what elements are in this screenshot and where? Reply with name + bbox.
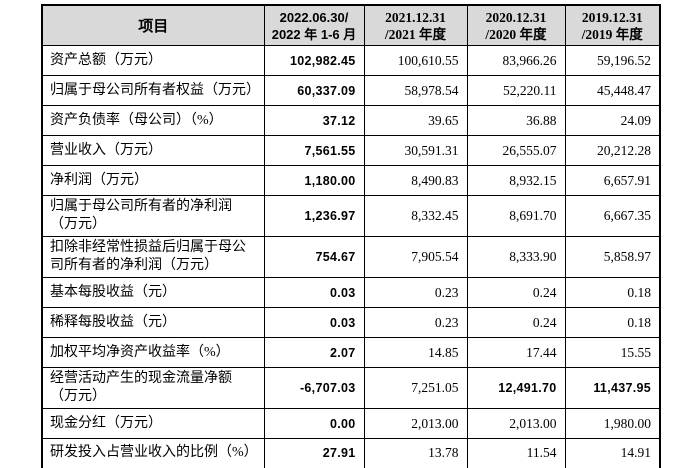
table-row: 稀释每股收益（元） 0.03 0.23 0.24 0.18 — [41, 307, 661, 338]
cell-2022: 7,561.55 — [263, 135, 365, 166]
cell-2021: 8,490.83 — [363, 165, 468, 196]
cell-2022: 1,236.97 — [263, 195, 365, 237]
row-label: 净利润（万元） — [41, 165, 265, 196]
table-body: 资产总额（万元） 102,982.45 100,610.55 83,966.26 59,… — [41, 45, 661, 468]
row-label: 归属于母公司所有者权益（万元） — [41, 75, 265, 106]
row-label: 营业收入（万元） — [41, 135, 265, 166]
header-period-2022-line2: 2022 年 1-6 月 — [271, 26, 357, 42]
row-label: 归属于母公司所有者的净利润（万元） — [41, 195, 265, 237]
cell-2020: 0.24 — [466, 277, 566, 308]
cell-2019: 14.91 — [564, 438, 661, 468]
cell-2020: 83,966.26 — [466, 45, 566, 76]
row-label: 扣除非经常性损益后归属于母公司所有者的净利润（万元） — [41, 236, 265, 278]
cell-2021: 0.23 — [363, 277, 468, 308]
cell-2020: 12,491.70 — [466, 367, 566, 409]
table-row: 扣除非经常性损益后归属于母公司所有者的净利润（万元） 754.67 7,905.54… — [41, 236, 661, 278]
row-label: 加权平均净资产收益率（%） — [41, 337, 265, 368]
cell-2021: 7,905.54 — [363, 236, 468, 278]
header-period-2019-line2: /2019 年度 — [581, 26, 643, 42]
cell-2019: 15.55 — [564, 337, 661, 368]
header-period-2021-line2: /2021 年度 — [384, 26, 447, 42]
table-row: 资产总额（万元） 102,982.45 100,610.55 83,966.26 59,… — [41, 45, 661, 76]
cell-2021: 100,610.55 — [363, 45, 468, 76]
cell-2022: -6,707.03 — [263, 367, 365, 409]
table-header: 项目 2022.06.30/ 2022 年 1-6 月 2021.12.31 /… — [41, 4, 661, 46]
cell-2020: 0.24 — [466, 307, 566, 338]
cell-2022: 37.12 — [263, 105, 365, 136]
cell-2019: 0.18 — [564, 277, 661, 308]
cell-2020: 8,932.15 — [466, 165, 566, 196]
header-row: 项目 2022.06.30/ 2022 年 1-6 月 2021.12.31 /… — [41, 4, 661, 46]
table-row: 经营活动产生的现金流量净额（万元） -6,707.03 7,251.05 12,491… — [41, 367, 661, 409]
table-row: 研发投入占营业收入的比例（%） 27.91 13.78 11.54 14.91 — [41, 438, 661, 468]
cell-2019: 6,667.35 — [564, 195, 661, 237]
cell-2020: 2,013.00 — [466, 408, 566, 439]
cell-2019: 59,196.52 — [564, 45, 661, 76]
financial-summary-table: 项目 2022.06.30/ 2022 年 1-6 月 2021.12.31 /… — [41, 4, 661, 468]
table-row: 现金分红（万元） 0.00 2,013.00 2,013.00 1,980.00 — [41, 408, 661, 439]
header-item: 项目 — [41, 4, 265, 46]
row-label: 稀释每股收益（元） — [41, 307, 265, 338]
cell-2020: 11.54 — [466, 438, 566, 468]
cell-2021: 0.23 — [363, 307, 468, 338]
cell-2022: 60,337.09 — [263, 75, 365, 106]
row-label: 现金分红（万元） — [41, 408, 265, 439]
cell-2021: 8,332.45 — [363, 195, 468, 237]
cell-2022: 1,180.00 — [263, 165, 365, 196]
cell-2019: 6,657.91 — [564, 165, 661, 196]
cell-2021: 2,013.00 — [363, 408, 468, 439]
header-period-2019-line1: 2019.12.31 — [581, 9, 643, 25]
cell-2021: 13.78 — [363, 438, 468, 468]
row-label: 经营活动产生的现金流量净额（万元） — [41, 367, 265, 409]
cell-2020: 26,555.07 — [466, 135, 566, 166]
cell-2019: 0.18 — [564, 307, 661, 338]
cell-2022: 27.91 — [263, 438, 365, 468]
header-period-2021: 2021.12.31 /2021 年度 — [363, 4, 468, 46]
table-row: 归属于母公司所有者的净利润（万元） 1,236.97 8,332.45 8,691.7… — [41, 195, 661, 237]
cell-2020: 8,333.90 — [466, 236, 566, 278]
cell-2020: 52,220.11 — [466, 75, 566, 106]
cell-2020: 17.44 — [466, 337, 566, 368]
cell-2019: 11,437.95 — [564, 367, 661, 409]
cell-2019: 1,980.00 — [564, 408, 661, 439]
row-label: 研发投入占营业收入的比例（%） — [41, 438, 265, 468]
cell-2021: 58,978.54 — [363, 75, 468, 106]
table-row: 营业收入（万元） 7,561.55 30,591.31 26,555.07 20,212… — [41, 135, 661, 166]
table-row: 加权平均净资产收益率（%） 2.07 14.85 17.44 15.55 — [41, 337, 661, 368]
cell-2022: 0.03 — [263, 277, 365, 308]
header-period-2021-line1: 2021.12.31 — [385, 9, 446, 25]
header-period-2019: 2019.12.31 /2019 年度 — [564, 4, 661, 46]
cell-2021: 14.85 — [363, 337, 468, 368]
cell-2022: 754.67 — [263, 236, 365, 278]
cell-2022: 0.03 — [263, 307, 365, 338]
table-row: 净利润（万元） 1,180.00 8,490.83 8,932.15 6,657.91 — [41, 165, 661, 196]
table-row: 资产负债率（母公司）（%） 37.12 39.65 36.88 24.09 — [41, 105, 661, 136]
row-label: 资产负债率（母公司）（%） — [41, 105, 265, 136]
table-row: 基本每股收益（元） 0.03 0.23 0.24 0.18 — [41, 277, 661, 308]
cell-2021: 39.65 — [363, 105, 468, 136]
header-period-2020: 2020.12.31 /2020 年度 — [466, 4, 566, 46]
header-period-2022-line1: 2022.06.30/ — [279, 9, 349, 25]
table-row: 归属于母公司所有者权益（万元） 60,337.09 58,978.54 52,220.… — [41, 75, 661, 106]
cell-2021: 7,251.05 — [363, 367, 468, 409]
row-label: 基本每股收益（元） — [41, 277, 265, 308]
cell-2022: 0.00 — [263, 408, 365, 439]
cell-2019: 45,448.47 — [564, 75, 661, 106]
row-label: 资产总额（万元） — [41, 45, 265, 76]
header-period-2020-line1: 2020.12.31 — [485, 9, 547, 25]
cell-2020: 8,691.70 — [466, 195, 566, 237]
cell-2019: 24.09 — [564, 105, 661, 136]
cell-2022: 102,982.45 — [263, 45, 365, 76]
header-period-2022: 2022.06.30/ 2022 年 1-6 月 — [263, 4, 365, 46]
header-period-2020-line2: /2020 年度 — [485, 26, 547, 42]
cell-2021: 30,591.31 — [363, 135, 468, 166]
cell-2022: 2.07 — [263, 337, 365, 368]
cell-2019: 20,212.28 — [564, 135, 661, 166]
cell-2020: 36.88 — [466, 105, 566, 136]
cell-2019: 5,858.97 — [564, 236, 661, 278]
